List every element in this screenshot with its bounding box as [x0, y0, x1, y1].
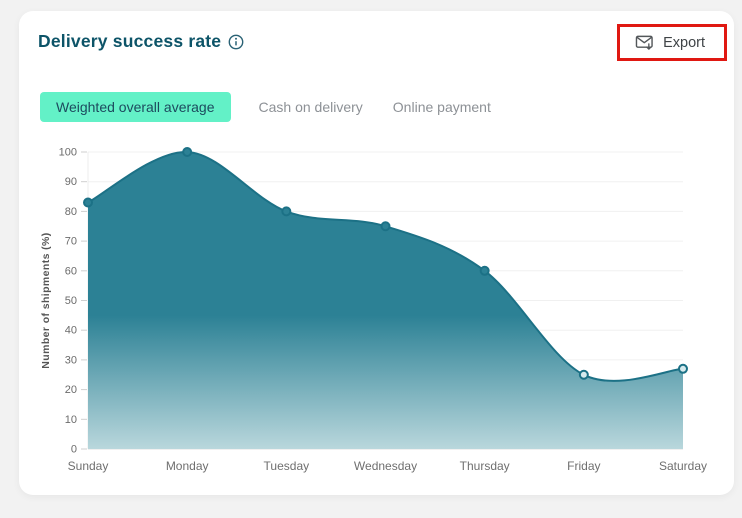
svg-text:Wednesday: Wednesday	[354, 459, 417, 473]
tab-online-payment[interactable]: Online payment	[391, 92, 493, 122]
svg-text:50: 50	[65, 295, 77, 307]
svg-text:Number of shipments (%): Number of shipments (%)	[40, 232, 52, 368]
svg-text:Thursday: Thursday	[460, 459, 510, 473]
svg-text:30: 30	[65, 354, 77, 366]
svg-text:Sunday: Sunday	[68, 459, 109, 473]
svg-text:Monday: Monday	[166, 459, 209, 473]
svg-text:80: 80	[65, 206, 77, 218]
svg-text:70: 70	[65, 236, 77, 248]
email-export-icon	[635, 34, 654, 51]
svg-text:60: 60	[65, 265, 77, 277]
delivery-success-card: Delivery success rate Export We	[19, 11, 734, 495]
info-icon[interactable]	[228, 34, 244, 50]
export-highlight-box: Export	[617, 24, 727, 61]
export-button[interactable]: Export	[620, 27, 724, 58]
svg-text:10: 10	[65, 414, 77, 426]
svg-text:100: 100	[59, 147, 77, 159]
svg-text:Friday: Friday	[567, 459, 600, 473]
svg-text:40: 40	[65, 325, 77, 337]
page-title: Delivery success rate	[38, 31, 244, 52]
svg-text:Tuesday: Tuesday	[264, 459, 310, 473]
chart-tabs: Weighted overall average Cash on deliver…	[40, 92, 493, 122]
tab-cash-on-delivery[interactable]: Cash on delivery	[257, 92, 365, 122]
svg-text:0: 0	[71, 444, 77, 456]
area-chart-svg: 0 10 20 30 40 50 60 70 80 90 100 Sunday Monday Tuesda…	[40, 147, 707, 474]
export-label: Export	[663, 34, 705, 51]
tab-weighted-overall-average[interactable]: Weighted overall average	[40, 92, 231, 122]
svg-text:Saturday: Saturday	[659, 459, 707, 473]
svg-text:90: 90	[65, 176, 77, 188]
page-title-text: Delivery success rate	[38, 31, 222, 51]
svg-text:20: 20	[65, 384, 77, 396]
area-chart: 0 10 20 30 40 50 60 70 80 90 100 Sunday Monday Tuesda…	[38, 140, 734, 486]
card-header: Delivery success rate	[38, 31, 724, 52]
